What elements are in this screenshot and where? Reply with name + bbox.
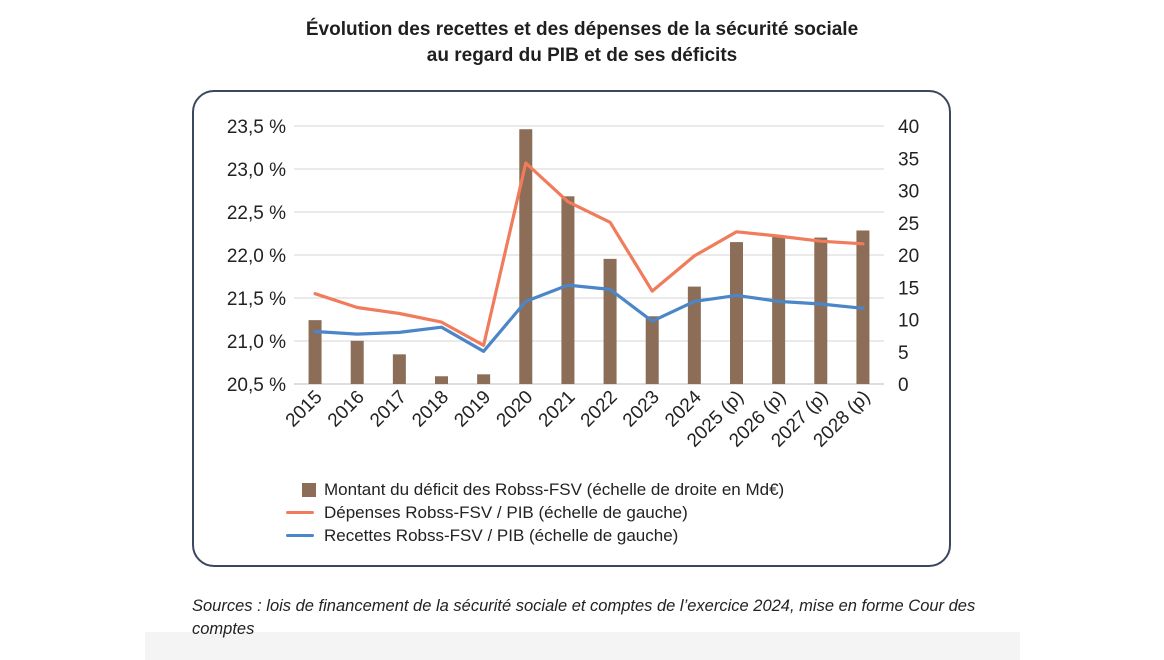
- left-axis-tick-label: 23,5 %: [227, 117, 286, 138]
- legend-label-recettes: Recettes Robss-FSV / PIB (échelle de gau…: [324, 525, 679, 545]
- right-axis-tick-label: 20: [898, 246, 919, 267]
- x-tick-label: 2023: [619, 387, 664, 432]
- x-tick-label: 2022: [577, 387, 622, 432]
- left-axis-tick-label: 20,5 %: [227, 375, 286, 396]
- deficit-bar-2024: [687, 286, 701, 384]
- left-axis-ticks: 20,5 % 21,0 % 21,5 % 22,0 % 22,5 % 23,0 % 23,5…: [227, 117, 286, 396]
- ratio-lines: [313, 161, 865, 353]
- deficit-bar-2016: [350, 340, 364, 384]
- x-axis-ticks: 2015201620172018201920202021202220232024…: [282, 386, 875, 451]
- legend-item-deficit: Montant du déficit des Robss-FSV (échell…: [298, 478, 784, 501]
- legend-item-depenses: Dépenses Robss-FSV / PIB (échelle de gau…: [286, 501, 784, 524]
- left-axis-tick-label: 23,0 %: [227, 160, 286, 181]
- right-axis-tick-label: 0: [898, 375, 909, 396]
- deficit-bar-2026p: [772, 235, 786, 384]
- legend: Montant du déficit des Robss-FSV (échell…: [286, 478, 784, 547]
- source-note: Sources : lois de financement de la sécu…: [192, 597, 976, 638]
- chart-frame: [192, 90, 951, 567]
- legend-label-deficit: Montant du déficit des Robss-FSV (échell…: [324, 479, 785, 499]
- left-axis-tick-label: 21,0 %: [227, 332, 286, 353]
- right-axis-tick-label: 30: [898, 182, 919, 203]
- right-axis-tick-label: 15: [898, 278, 919, 299]
- x-tick-label: 2020: [493, 387, 538, 432]
- line-recettes: [313, 283, 865, 353]
- right-axis-tick-label: 35: [898, 149, 919, 170]
- legend-recettes-swatch: [286, 534, 314, 537]
- right-axis-tick-label: 5: [898, 343, 909, 364]
- x-tick-label: 2017: [366, 387, 411, 432]
- deficit-bar-2023: [645, 316, 659, 384]
- deficit-bar-2015: [308, 320, 322, 384]
- deficit-bar-2018: [435, 376, 448, 384]
- deficit-bar-2020: [519, 129, 533, 384]
- bottom-band: [145, 632, 1020, 660]
- right-axis-ticks: 0 5 10 15 20 25 30 35 40: [898, 117, 919, 396]
- right-axis-tick-label: 40: [898, 117, 919, 138]
- deficit-bar-2017: [392, 354, 406, 384]
- chart-title-line-1: Évolution des recettes et des dépenses d…: [305, 19, 859, 40]
- legend-item-recettes: Recettes Robss-FSV / PIB (échelle de gau…: [286, 524, 784, 547]
- left-axis-tick-label: 22,5 %: [227, 203, 286, 224]
- left-axis-tick-label: 22,0 %: [227, 246, 286, 267]
- line-depenses: [313, 161, 865, 347]
- legend-label-depenses: Dépenses Robss-FSV / PIB (échelle de gau…: [324, 502, 688, 522]
- x-tick-label: 2021: [535, 387, 580, 432]
- deficit-bar-2021: [561, 196, 575, 384]
- x-tick-label: 2016: [324, 387, 369, 432]
- x-tick-label: 2015: [282, 387, 327, 432]
- legend-depenses-swatch: [286, 511, 314, 514]
- deficit-bar-2022: [603, 258, 617, 384]
- chart-title-line-2: au regard du PIB et de ses déficits: [426, 45, 738, 66]
- deficit-bar-2025p: [730, 242, 743, 384]
- deficit-bar-2019: [477, 374, 491, 384]
- gridlines: [294, 125, 884, 385]
- x-tick-label: 2019: [450, 387, 495, 432]
- right-axis-tick-label: 10: [898, 311, 919, 332]
- legend-bar-swatch: [302, 482, 316, 497]
- right-axis-tick-label: 25: [898, 214, 919, 235]
- deficit-bars: [308, 129, 870, 384]
- x-tick-label: 2018: [408, 387, 453, 432]
- deficit-bar-2027p: [814, 237, 828, 384]
- left-axis-tick-label: 21,5 %: [227, 289, 286, 310]
